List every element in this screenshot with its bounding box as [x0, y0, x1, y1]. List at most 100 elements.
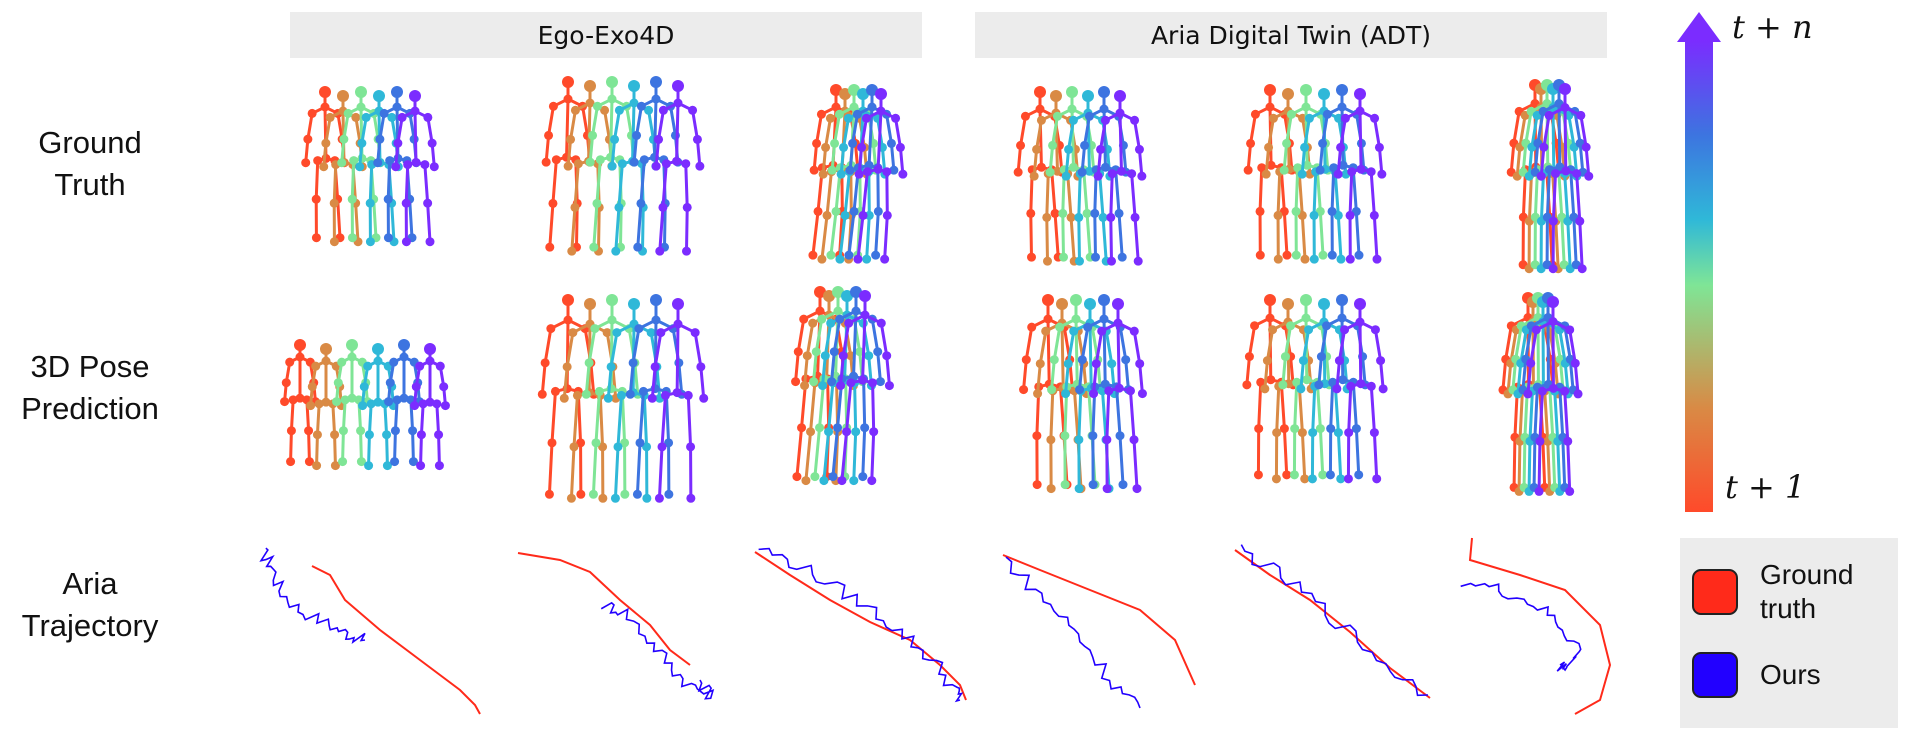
skeleton-joint — [1070, 294, 1082, 306]
skeleton-joint — [563, 315, 573, 325]
skeleton-bone — [597, 205, 601, 253]
skeleton-bone — [1124, 358, 1130, 392]
skeleton-bone — [1557, 168, 1564, 219]
skeleton-bone — [1072, 389, 1080, 442]
skeleton-bone — [636, 201, 643, 249]
skeleton-joint — [833, 306, 843, 316]
skeleton-bone — [315, 433, 319, 468]
skeleton-joint — [311, 194, 321, 204]
skeleton-joint — [1266, 160, 1276, 170]
skeleton-joint — [857, 88, 869, 100]
skeleton-bone — [1358, 320, 1363, 386]
skeleton-bone — [1077, 215, 1081, 263]
skeleton-joint — [361, 112, 371, 122]
skeleton-bone — [677, 361, 684, 396]
skeleton-bone — [827, 381, 835, 434]
skeleton-bone — [625, 104, 633, 137]
skeleton-joint — [873, 164, 883, 174]
skeleton-bone — [823, 321, 833, 358]
skeleton-joint — [355, 162, 365, 172]
row-label-ground-truth: Ground Truth — [0, 122, 180, 206]
skeleton-bone — [1566, 439, 1572, 493]
skeleton-bone — [1132, 438, 1139, 491]
trajectory-ground-truth — [1234, 549, 1431, 699]
skeleton-joint — [831, 206, 841, 216]
skeleton-joint — [802, 351, 812, 361]
skeleton-joint — [1523, 389, 1533, 399]
skeleton-joint — [548, 101, 558, 111]
skeleton-bone — [638, 389, 645, 445]
skeleton-bone — [1568, 328, 1577, 365]
skeleton-bone — [543, 327, 553, 365]
skeleton-joint — [1302, 375, 1312, 385]
skeleton-joint — [391, 86, 403, 98]
skeleton-joint — [625, 389, 635, 399]
skeleton-joint — [440, 401, 450, 411]
skeleton-joint — [1045, 167, 1055, 177]
skeleton-joint — [1316, 352, 1326, 362]
skeleton-joint — [1097, 326, 1107, 336]
trajectory-ground-truth — [1468, 537, 1612, 715]
row-label-line: Prediction — [21, 391, 159, 426]
skeleton-joint — [1301, 102, 1311, 112]
skeleton-joint — [1266, 375, 1276, 385]
skeleton-joint — [429, 162, 439, 172]
skeleton-joint — [1304, 113, 1314, 123]
skeleton-bone — [1354, 209, 1361, 257]
skeleton-bone — [685, 205, 689, 253]
skeleton-bone — [1578, 219, 1584, 271]
skeleton-bone — [1337, 328, 1347, 363]
skeleton-joint — [695, 161, 705, 171]
skeleton-bone — [1082, 168, 1089, 215]
skeleton-bone — [809, 381, 817, 434]
skeleton-joint — [658, 202, 668, 212]
skeleton-joint — [1372, 254, 1382, 264]
skeleton-joint — [390, 426, 400, 436]
skeleton-joint — [1370, 113, 1380, 123]
skeleton-joint — [1100, 115, 1110, 125]
skeleton-joint — [836, 169, 846, 179]
skeleton-bone — [832, 317, 842, 354]
skeleton-joint — [1314, 380, 1324, 390]
skeleton-joint — [658, 105, 668, 115]
skeleton-joint — [1526, 358, 1536, 368]
skeleton-joint — [867, 102, 877, 112]
skeleton-joint — [1326, 424, 1336, 434]
skeleton-joint — [550, 386, 560, 396]
skeleton-bone — [1354, 427, 1361, 477]
skeleton-joint — [607, 161, 617, 171]
skeleton-joint — [1560, 386, 1570, 396]
skeleton-joint — [1327, 250, 1337, 260]
skeleton-joint — [1301, 313, 1311, 323]
skeleton-bone — [367, 402, 373, 437]
skeleton-joint — [570, 202, 580, 212]
skeleton-joint — [1282, 298, 1294, 310]
skeleton-joint — [1134, 144, 1144, 154]
skeleton-joint — [1020, 111, 1030, 121]
skeleton-bone — [822, 430, 831, 483]
skeleton-joint — [1257, 163, 1267, 173]
skeleton-joint — [696, 362, 706, 372]
skeleton-joint — [385, 378, 395, 388]
skeleton-bone — [1116, 321, 1121, 390]
skeleton-joint — [304, 426, 314, 436]
skeleton-joint — [1333, 169, 1343, 179]
skeleton-bone — [669, 104, 677, 137]
skeleton-bone — [540, 361, 547, 396]
skeleton-bone — [595, 158, 602, 205]
skeleton-joint — [610, 493, 620, 503]
skeleton-bone — [631, 327, 641, 365]
skeleton-joint — [1300, 474, 1310, 484]
skeleton-bone — [865, 213, 871, 261]
skeleton-joint — [1098, 294, 1110, 306]
skeleton-bone — [1083, 114, 1091, 147]
skeleton-joint — [646, 328, 656, 338]
skeleton-bone — [860, 116, 868, 149]
skeleton-joint — [1347, 167, 1357, 177]
skeleton-joint — [439, 382, 449, 392]
skeleton-joint — [849, 206, 859, 216]
skeleton-joint — [845, 165, 855, 175]
skeleton-bone — [589, 361, 596, 396]
skeleton-joint — [1068, 115, 1078, 125]
skeleton-bone — [359, 429, 363, 464]
